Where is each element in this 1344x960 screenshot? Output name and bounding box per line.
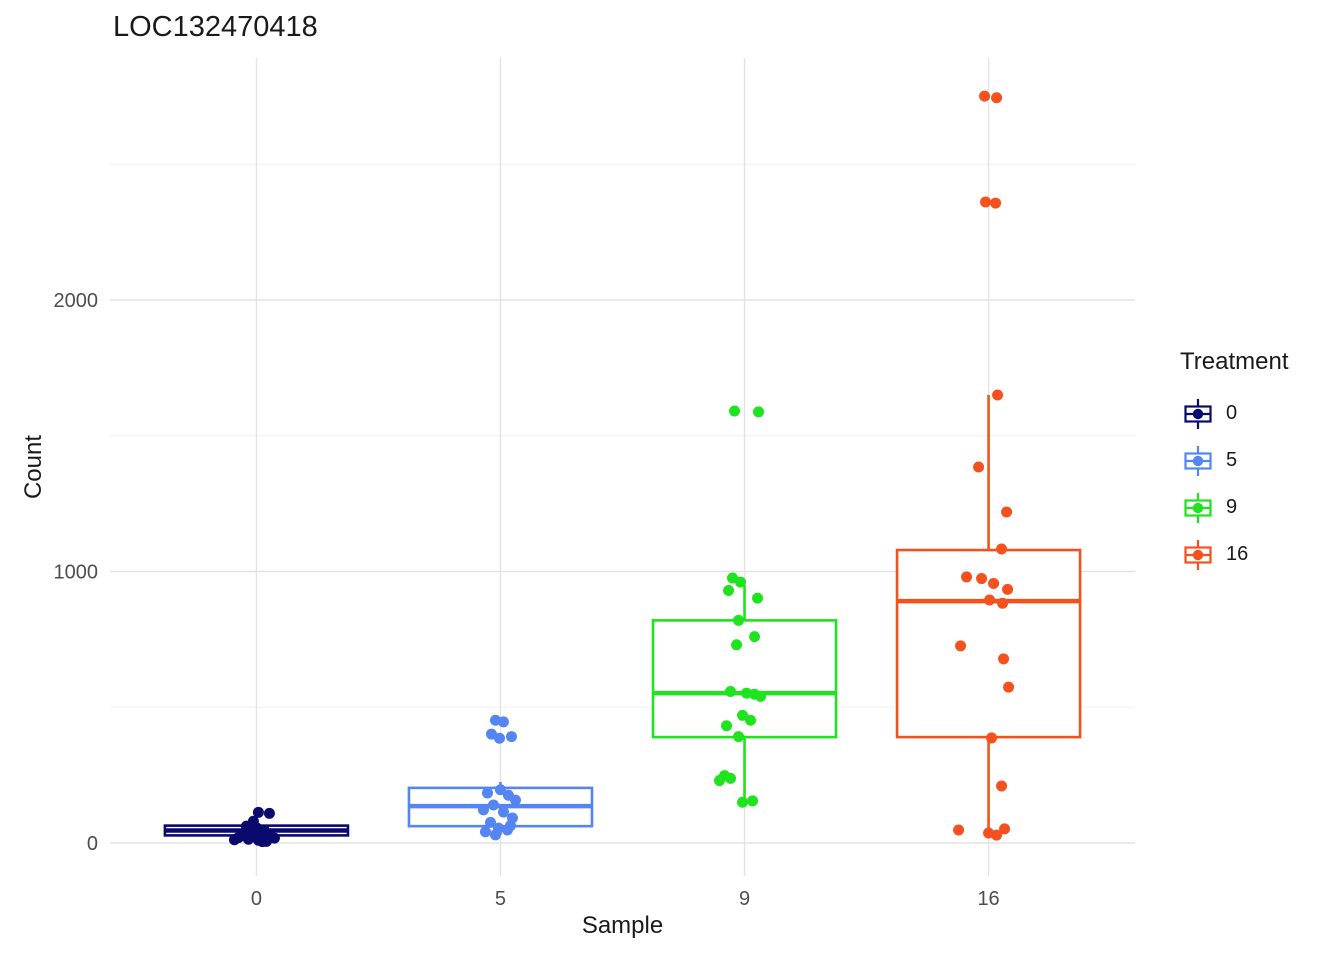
x-axis-title: Sample [581, 912, 664, 939]
legend-items: 0 5 9 16 [1180, 390, 1288, 578]
jitter-point [493, 732, 505, 744]
jitter-point [990, 197, 1002, 209]
jitter-point [991, 829, 1003, 841]
jitter-point [973, 461, 985, 473]
legend-item-5: 5 [1180, 437, 1288, 484]
jitter-point [504, 820, 516, 832]
jitter-point [991, 92, 1003, 104]
jitter-point [489, 829, 501, 841]
jitter-point [477, 804, 489, 816]
x-tick-label: 0 [251, 888, 262, 910]
legend-label: 5 [1226, 449, 1238, 471]
jitter-point [953, 824, 965, 836]
jitter-point [737, 796, 749, 808]
jitter-point [737, 709, 749, 721]
legend-key-boxplot-icon [1184, 539, 1212, 570]
box-9 [651, 619, 838, 739]
jitter-point [509, 794, 521, 806]
jitter-point [723, 585, 735, 597]
jitter-point [979, 90, 991, 102]
x-tick-label: 9 [739, 888, 750, 910]
jitter-point [714, 775, 726, 787]
legend-label: 0 [1226, 402, 1238, 424]
jitter-point [755, 690, 767, 702]
y-tick-label: 2000 [54, 290, 99, 312]
legend-key-boxplot-icon [1184, 492, 1212, 523]
y-tick-label: 1000 [54, 562, 99, 584]
legend-label: 9 [1226, 496, 1238, 518]
jitter-point [747, 795, 759, 807]
jitter-point [234, 830, 246, 842]
jitter-point [729, 405, 741, 417]
jitter-point [1003, 681, 1015, 693]
jitter-point [998, 653, 1010, 665]
jitter-point [997, 597, 1009, 609]
jitter-point [263, 807, 275, 819]
jitter-point [268, 832, 280, 844]
x-tick-label: 16 [977, 888, 999, 910]
legend-key-boxplot-icon [1184, 445, 1212, 476]
jitter-point [479, 826, 491, 838]
jitter-point [1001, 506, 1013, 518]
jitter-point [725, 686, 737, 698]
jitter-point [986, 732, 998, 744]
jitter-point [721, 720, 733, 732]
jitter-point [494, 784, 506, 796]
jitter-point [955, 640, 967, 652]
jitter-point [484, 816, 496, 828]
jitter-point [497, 716, 509, 728]
jitter-point [725, 772, 737, 784]
jitter-point [252, 806, 264, 818]
legend-label: 16 [1226, 543, 1249, 565]
legend: Treatment 0 5 9 16 [1180, 348, 1288, 578]
jitter-point [733, 731, 745, 743]
jitter-point [999, 823, 1011, 835]
jitter-point [976, 573, 988, 585]
jitter-point [497, 806, 509, 818]
jitter-point [256, 836, 268, 848]
box-16 [895, 548, 1082, 739]
jitter-point [745, 714, 757, 726]
legend-title: Treatment [1180, 348, 1289, 375]
jitter-point [481, 787, 493, 799]
jitter-point [735, 576, 747, 588]
legend-item-0: 0 [1180, 390, 1288, 437]
jitter-point [749, 631, 761, 643]
jitter-point [733, 614, 745, 626]
jitter-point [988, 577, 1000, 589]
jitter-point [247, 815, 259, 827]
legend-item-16: 16 [1180, 531, 1288, 578]
jitter-point [731, 639, 743, 651]
jitter-point [752, 592, 764, 604]
jitter-point [1002, 583, 1014, 595]
legend-item-9: 9 [1180, 484, 1288, 531]
jitter-point [996, 780, 1008, 792]
jitter-point [992, 389, 1004, 401]
jitter-point [961, 571, 973, 583]
jitter-point [996, 543, 1008, 555]
jitter-point [741, 687, 753, 699]
chart-title: LOC132470418 [113, 11, 318, 43]
jitter-point [980, 196, 992, 208]
jitter-point [984, 594, 996, 606]
jitter-point [505, 731, 517, 743]
jitter-point [487, 799, 499, 811]
jitter-point [753, 406, 765, 418]
legend-key-boxplot-icon [1184, 398, 1212, 429]
y-tick-label: 0 [87, 833, 98, 855]
x-tick-label: 5 [495, 888, 506, 910]
